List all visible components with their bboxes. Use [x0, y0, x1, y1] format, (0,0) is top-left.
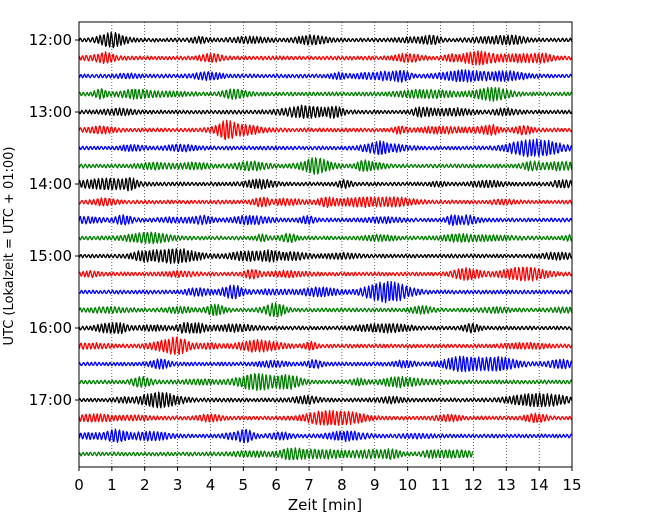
x-tick-label: 7: [304, 476, 314, 494]
y-axis-label: UTC (Lokalzeit = UTC + 01:00): [2, 147, 17, 346]
x-tick-label: 12: [464, 476, 483, 494]
x-axis-label: Zeit [min]: [288, 496, 362, 514]
seismogram-trace: [78, 104, 573, 119]
seismogram-trace: [78, 409, 573, 427]
x-tick-label: 13: [497, 476, 516, 494]
x-tick-label: 0: [74, 476, 84, 494]
y-tick-label: 14:00: [29, 175, 72, 193]
seismogram-trace: [78, 391, 573, 409]
seismogram-trace: [78, 138, 572, 158]
grid: [111, 22, 540, 467]
seismogram-trace: [78, 214, 573, 227]
x-tick-label: 5: [239, 476, 249, 494]
seismogram-trace: [78, 266, 573, 282]
x-tick-label: 14: [530, 476, 549, 494]
seismogram-trace: [78, 196, 573, 209]
seismogram-trace: [78, 336, 573, 356]
seismogram-trace: [78, 31, 573, 49]
seismogram-trace: [78, 302, 573, 318]
x-tick-label: 8: [337, 476, 347, 494]
y-tick-label: 16:00: [29, 319, 72, 337]
seismogram-trace: [78, 355, 573, 373]
seismogram-trace: [78, 280, 573, 304]
plot-frame: [78, 21, 573, 468]
x-tick-label: 6: [271, 476, 281, 494]
x-tick-label: 2: [140, 476, 150, 494]
traces: [78, 31, 573, 461]
x-tick-label: 11: [431, 476, 450, 494]
x-tick-label: 10: [398, 476, 417, 494]
x-ticks: 0 1 2 3 4 5 6 7 8 9 10 11 12 13 14 15: [74, 467, 582, 494]
seismogram-trace: [78, 69, 573, 83]
x-tick-label: 15: [562, 476, 581, 494]
y-ticks: 12:00 13:00 14:00 15:00 16:00 17:00: [29, 31, 79, 409]
seismogram-trace: [78, 86, 572, 102]
x-tick-label: 9: [370, 476, 380, 494]
y-tick-label: 12:00: [29, 31, 72, 49]
seismogram-trace: [78, 50, 573, 66]
y-tick-label: 15:00: [29, 247, 72, 265]
seismogram-trace: [78, 372, 573, 392]
seismogram-trace: [78, 157, 573, 175]
x-tick-label: 1: [107, 476, 117, 494]
x-tick-label: 4: [206, 476, 216, 494]
y-tick-label: 13:00: [29, 103, 72, 121]
seismogram-trace: [78, 231, 573, 245]
y-tick-label: 17:00: [29, 391, 72, 409]
seismogram-trace: [78, 428, 573, 444]
seismogram-trace: [78, 177, 573, 192]
seismogram-trace: [78, 119, 573, 141]
x-tick-label: 3: [173, 476, 183, 494]
seismogram-trace: [78, 248, 572, 265]
seismogram-trace: [78, 321, 573, 335]
seismogram-trace: [78, 447, 474, 461]
